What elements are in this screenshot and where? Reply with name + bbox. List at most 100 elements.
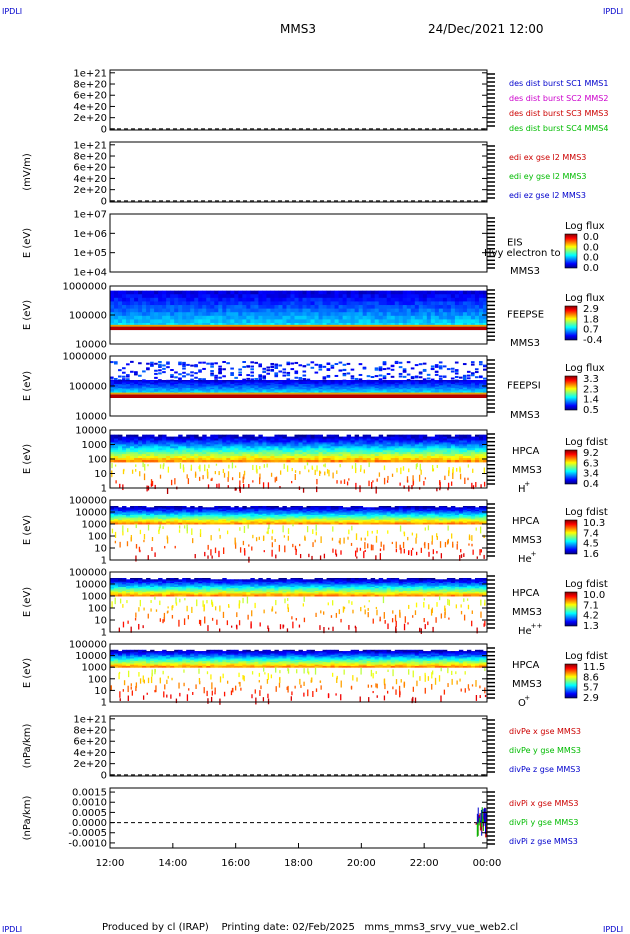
heatmap-cell (434, 444, 440, 447)
heatmap-cell (110, 512, 115, 515)
heatmap-cell (226, 516, 231, 519)
heatmap-cell (202, 381, 207, 384)
heatmap-cell (310, 513, 315, 516)
heatmap-cell (358, 390, 364, 393)
heatmap-cell (350, 454, 356, 457)
heatmap-cell (298, 508, 303, 511)
heatmap-cell (230, 382, 235, 385)
heatmap-cell (122, 506, 127, 508)
heatmap-cell (470, 372, 475, 375)
heatmap-cell (434, 385, 440, 388)
heatmap-cell (462, 312, 468, 317)
heatmap-cell (354, 377, 359, 380)
heatmap-cell (310, 518, 315, 521)
heatmap-cell (478, 305, 484, 310)
heatmap-cell (474, 436, 480, 440)
heatmap-cell (242, 459, 247, 463)
heatmap-cell (446, 387, 452, 390)
ytick-label: 1 (101, 484, 107, 495)
heatmap-cell (310, 434, 315, 438)
heatmap-cell (342, 385, 348, 388)
heatmap-cell (314, 522, 319, 525)
heatmap-cell (162, 367, 166, 370)
heatmap-cell (170, 450, 175, 453)
heatmap-cell (142, 308, 147, 313)
heatmap-cell (334, 382, 340, 385)
heatmap-speck (483, 467, 485, 474)
heatmap-cell (118, 382, 123, 385)
heatmap-speck (275, 476, 278, 482)
heatmap-cell (390, 308, 396, 313)
heatmap-cell (370, 297, 376, 302)
heatmap-cell (458, 390, 464, 393)
heatmap-cell (362, 440, 368, 443)
heatmap-cell (374, 367, 379, 370)
heatmap-cell (266, 446, 271, 449)
heatmap-cell (310, 440, 315, 443)
heatmap-cell (274, 436, 279, 440)
heatmap-speck (190, 464, 193, 470)
heatmap-speck (158, 529, 160, 535)
heatmap-cell (322, 294, 327, 299)
heatmap-cell (326, 315, 331, 320)
heatmap-cell (206, 454, 211, 457)
heatmap-cell (266, 315, 271, 320)
heatmap-cell (322, 438, 327, 441)
heatmap-cell (142, 513, 147, 516)
heatmap-cell (286, 440, 291, 443)
heatmap-cell (366, 390, 372, 393)
heatmap-cell (402, 386, 408, 389)
heatmap-cell (150, 364, 154, 367)
colorbar-tick-label: 3.3 (583, 374, 599, 385)
heatmap-cell (234, 518, 239, 521)
heatmap-cell (254, 385, 259, 388)
heatmap-cell (322, 515, 327, 517)
heatmap-cell (118, 511, 123, 513)
heatmap-cell (306, 520, 311, 522)
heatmap-cell (318, 434, 323, 438)
heatmap-cell (450, 450, 456, 453)
heatmap-cell (450, 382, 456, 385)
heatmap-cell (174, 515, 179, 517)
heatmap-cell (342, 290, 348, 295)
heatmap-cell (190, 522, 195, 525)
heatmap-cell (362, 522, 368, 525)
heatmap-cell (318, 294, 323, 299)
heatmap-cell (254, 511, 259, 513)
heatmap-cell (342, 512, 348, 515)
heatmap-cell (282, 506, 287, 508)
heatmap-cell (274, 517, 279, 520)
heatmap-cell (178, 516, 183, 519)
heatmap-cell (338, 508, 344, 511)
heatmap-cell (466, 452, 472, 455)
heatmap-cell (482, 390, 488, 393)
heatmap-cell (130, 446, 135, 449)
heatmap-cell (194, 438, 199, 441)
heatmap-cell (270, 387, 275, 390)
heatmap-cell (138, 383, 143, 386)
heatmap-cell (350, 375, 355, 378)
heatmap-cell (230, 511, 235, 513)
heatmap-cell (194, 294, 199, 299)
heatmap-cell (258, 516, 263, 519)
heatmap-speck (359, 468, 362, 472)
heatmap-cell (326, 374, 331, 377)
heatmap-cell (146, 382, 151, 385)
heatmap-cell (254, 448, 259, 451)
heatmap-cell (266, 516, 271, 519)
heatmap-cell (186, 450, 191, 453)
heatmap-cell (438, 440, 444, 443)
heatmap-cell (158, 301, 163, 306)
heatmap-cell (198, 305, 203, 310)
heatmap-cell (290, 381, 295, 384)
heatmap-cell (134, 319, 139, 324)
heatmap-cell (334, 522, 340, 525)
heatmap-cell (314, 459, 319, 463)
heatmap-cell (150, 458, 155, 461)
heatmap-cell (238, 436, 243, 440)
heatmap-cell (394, 301, 400, 306)
heatmap-cell (222, 508, 227, 511)
heatmap-cell (190, 364, 194, 367)
heatmap-cell (182, 315, 187, 320)
